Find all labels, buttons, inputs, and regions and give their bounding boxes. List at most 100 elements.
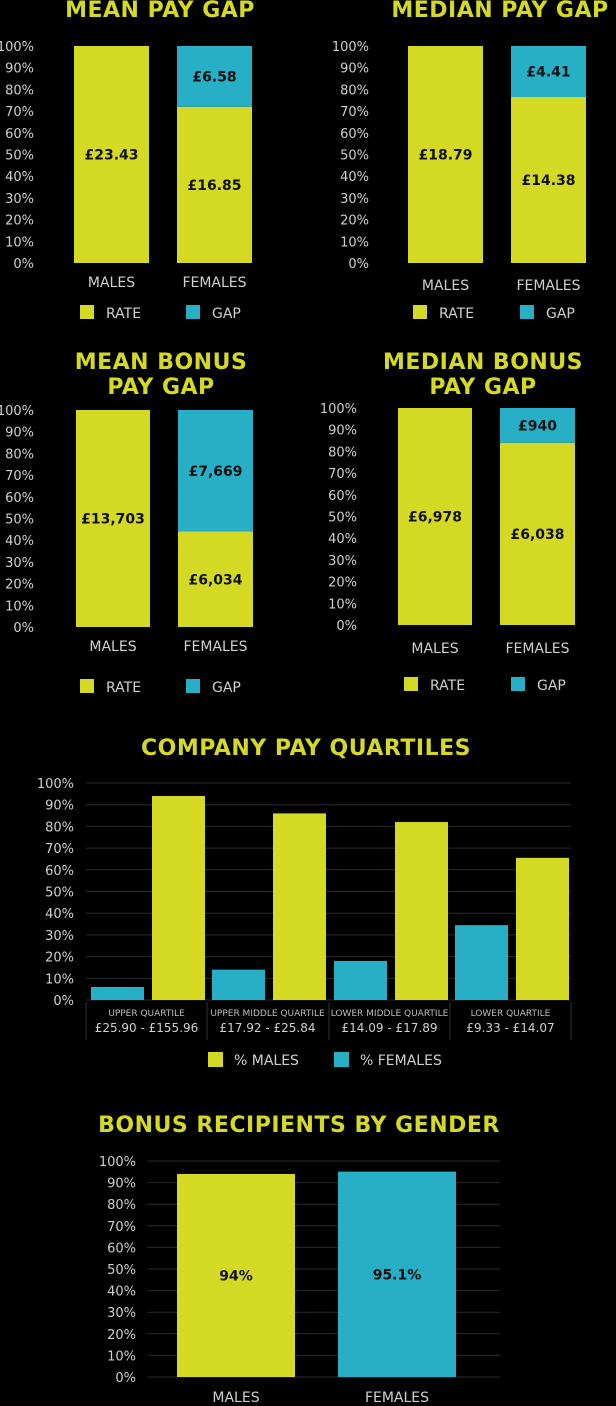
bar-females (338, 1171, 456, 1377)
chart-title: COMPANY PAY QUARTILES (141, 736, 471, 761)
category-label: MALES (89, 639, 136, 655)
legend-label: GAP (537, 678, 566, 694)
bar-gap (178, 410, 253, 532)
chart-title: PAY GAP (429, 375, 536, 400)
legend-swatch (186, 679, 200, 693)
y-tick-label: 100% (320, 402, 357, 417)
y-tick-label: 60% (107, 1241, 136, 1256)
bar-males (395, 822, 448, 1000)
bar-females (91, 986, 144, 1000)
y-tick-label: 90% (107, 1177, 136, 1192)
y-tick-label: 40% (5, 170, 34, 185)
y-tick-label: 50% (107, 1263, 136, 1278)
rate-value-label: £14.38 (521, 173, 575, 189)
quartile-label: LOWER MIDDLE QUARTILE (331, 1009, 449, 1019)
y-tick-label: 10% (328, 597, 357, 612)
legend-label: % MALES (234, 1053, 299, 1069)
y-tick-label: 30% (340, 192, 369, 207)
bar-rate (408, 46, 483, 263)
y-tick-label: 80% (340, 83, 369, 98)
bar-females (334, 960, 387, 1000)
quartile-range: £25.90 - £155.96 (95, 1021, 199, 1035)
bar-gap (500, 408, 575, 443)
bar-males (177, 1173, 295, 1377)
y-tick-label: 40% (340, 170, 369, 185)
quartile-label: UPPER QUARTILE (108, 1009, 185, 1019)
bar-males (516, 857, 569, 1000)
y-tick-label: 70% (45, 842, 74, 857)
y-tick-label: 70% (340, 105, 369, 120)
chart-title: MEAN BONUS (75, 350, 248, 375)
company-pay-quartiles-chart: COMPANY PAY QUARTILES 0% 10% 20% 30% 40% 50% 60… (37, 736, 572, 1069)
y-tick-label: 0% (348, 257, 369, 272)
gap-value-label: £4.41 (526, 64, 570, 80)
rate-value-label: £13,703 (81, 512, 145, 528)
y-tick-label: 100% (332, 40, 369, 55)
y-tick-label: 50% (328, 511, 357, 526)
bar-males (152, 796, 205, 1000)
y-tick-label: 70% (107, 1220, 136, 1235)
rate-value-label: £16.85 (187, 178, 241, 194)
legend-label: RATE (106, 306, 141, 322)
chart-title: MEDIAN BONUS (383, 350, 583, 375)
y-tick-label: 40% (328, 532, 357, 547)
category-label: FEMALES (365, 1390, 429, 1406)
category-label: FEMALES (182, 275, 246, 291)
y-tick-label: 90% (45, 799, 74, 814)
y-tick-label: 30% (5, 556, 34, 571)
y-tick-label: 50% (5, 149, 34, 164)
quartile-range: £14.09 - £17.89 (342, 1021, 438, 1035)
bar-males (273, 813, 326, 1000)
gap-value-label: £7,669 (188, 464, 242, 480)
y-tick-label: 0% (115, 1371, 136, 1386)
y-tick-label: 80% (328, 445, 357, 460)
quartile-range: £9.33 - £14.07 (466, 1021, 554, 1035)
bonus-recipients-by-gender-chart: BONUS RECIPIENTS BY GENDER 0% 10% 20% 30% 40%… (98, 1113, 500, 1406)
quartile-label: UPPER MIDDLE QUARTILE (210, 1009, 325, 1019)
y-tick-label: 10% (107, 1349, 136, 1364)
y-tick-label: 10% (45, 972, 74, 987)
category-label: FEMALES (183, 639, 247, 655)
chart-title: BONUS RECIPIENTS BY GENDER (98, 1113, 500, 1138)
legend-label: RATE (430, 678, 465, 694)
rate-value-label: £6,978 (408, 510, 462, 526)
bar-rate (500, 442, 575, 625)
bar-rate (511, 96, 586, 264)
y-tick-label: 80% (45, 820, 74, 835)
y-tick-label: 40% (45, 907, 74, 922)
y-tick-label: 0% (53, 994, 74, 1009)
y-tick-label: 80% (107, 1198, 136, 1213)
quartile-range: £17.92 - £25.84 (220, 1021, 316, 1035)
bar-gap (511, 46, 586, 97)
quartile-label: LOWER QUARTILE (471, 1009, 551, 1019)
y-tick-label: 80% (5, 83, 34, 98)
y-tick-label: 20% (107, 1328, 136, 1343)
gap-value-label: £6.58 (192, 69, 236, 85)
chart-title: MEDIAN PAY GAP (391, 0, 608, 23)
median-pay-gap-chart: MEDIAN PAY GAP 0% 10% 20% 30% 40% 50% 60% 70% 80%… (332, 0, 608, 322)
y-tick-label: 70% (328, 467, 357, 482)
y-tick-label: 90% (340, 62, 369, 77)
y-tick-label: 30% (328, 554, 357, 569)
y-tick-label: 50% (5, 513, 34, 528)
rate-value-label: £23.43 (84, 148, 138, 164)
legend-swatch (186, 305, 200, 319)
legend-swatch (208, 1052, 223, 1067)
y-tick-label: 100% (37, 777, 74, 792)
y-tick-label: 60% (5, 127, 34, 142)
chart-title: MEAN PAY GAP (65, 0, 255, 23)
y-tick-label: 40% (107, 1285, 136, 1300)
bar-rate (177, 106, 252, 263)
legend-swatch (520, 305, 534, 319)
bar-rate (178, 531, 253, 627)
legend-label: RATE (106, 680, 141, 696)
legend-swatch (413, 305, 427, 319)
legend-label: GAP (546, 306, 575, 322)
legend-swatch (334, 1052, 349, 1067)
y-tick-label: 90% (5, 62, 34, 77)
y-tick-label: 30% (107, 1306, 136, 1321)
y-tick-label: 80% (5, 447, 34, 462)
bar-rate (74, 46, 149, 263)
category-label: MALES (212, 1390, 259, 1406)
